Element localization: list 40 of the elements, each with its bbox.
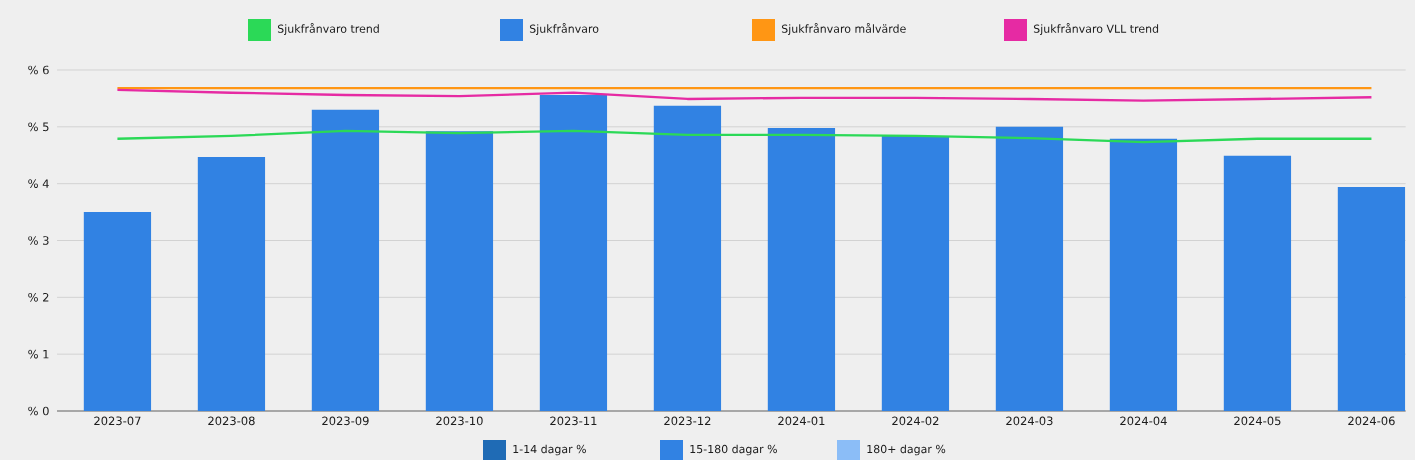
y-tick-label: % 4: [28, 179, 49, 188]
bar: [197, 156, 266, 411]
bar: [1223, 155, 1292, 411]
bar: [767, 127, 836, 411]
x-tick-label: 2023-07: [94, 416, 141, 426]
bar: [1337, 187, 1406, 411]
bar: [83, 212, 152, 411]
legend-label: Sjukfrånvaro målvärde: [781, 23, 906, 35]
x-tick-label: 2023-10: [436, 416, 483, 426]
legend-label: Sjukfrånvaro: [529, 23, 599, 35]
line-series: [116, 129, 1373, 144]
x-tick-label: 2024-06: [1348, 416, 1395, 426]
y-tick-label: % 1: [28, 349, 49, 359]
x-tick-label: 2023-11: [550, 416, 597, 426]
legend-label: Sjukfrånvaro trend: [277, 23, 379, 35]
x-tick-label: 2023-09: [322, 416, 369, 426]
legend-label: 15-180 dagar %: [690, 444, 777, 456]
x-tick-label: 2024-02: [892, 416, 939, 426]
bar: [311, 109, 380, 411]
x-tick-label: 2024-01: [778, 416, 825, 426]
x-tick-label: 2024-03: [1006, 416, 1053, 426]
bar: [1109, 138, 1178, 411]
legend-label: 180+ dagar %: [867, 444, 946, 456]
bar: [425, 131, 494, 411]
x-tick-label: 2023-08: [208, 416, 255, 426]
legend-label: Sjukfrånvaro VLL trend: [1033, 23, 1159, 35]
x-tick-label: 2024-05: [1234, 416, 1281, 426]
bar: [653, 105, 722, 411]
y-tick-label: % 0: [28, 406, 49, 416]
x-tick-label: 2023-12: [664, 416, 711, 426]
bar: [995, 126, 1064, 411]
y-tick-label: % 2: [28, 292, 49, 302]
y-tick-label: % 3: [28, 236, 49, 245]
y-tick-label: % 6: [28, 65, 49, 75]
bar: [881, 135, 950, 411]
line-series: [116, 88, 1373, 102]
y-tick-label: % 5: [28, 122, 49, 132]
legend-label: 1-14 dagar %: [513, 444, 586, 456]
x-tick-label: 2024-04: [1120, 416, 1167, 426]
bar: [539, 95, 608, 411]
